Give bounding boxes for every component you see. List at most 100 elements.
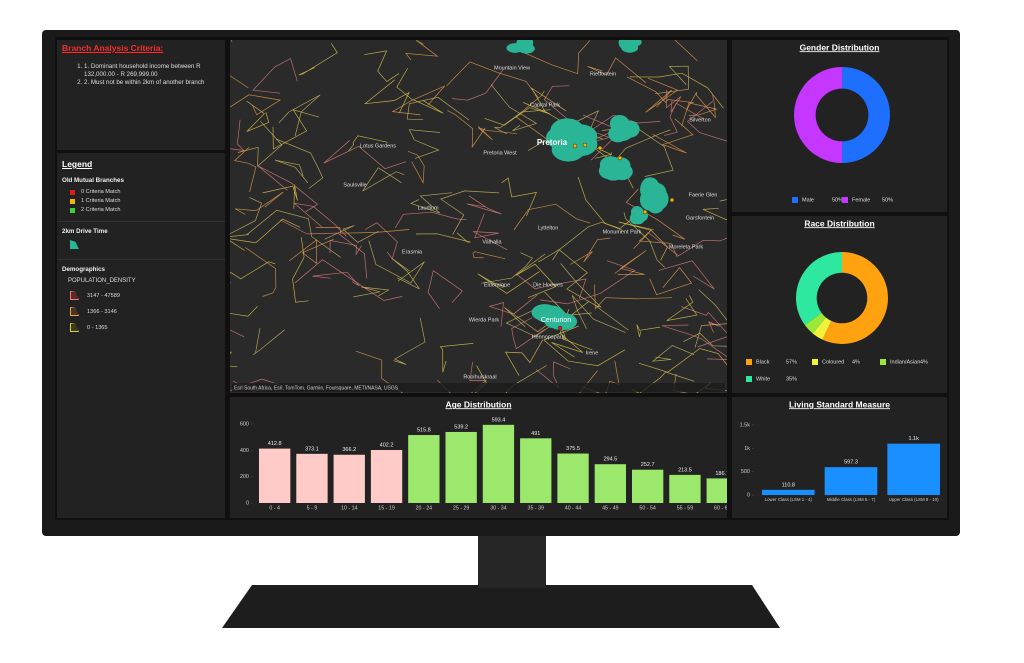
x-tick-label: 45 - 49	[602, 505, 619, 511]
road	[490, 84, 538, 132]
criteria-item: 1. Dominant household income between R 1…	[84, 63, 220, 79]
road	[437, 361, 488, 393]
drive-time-area	[516, 40, 534, 48]
road	[636, 324, 661, 338]
bar	[333, 454, 365, 503]
road	[488, 294, 538, 327]
road	[552, 249, 599, 308]
legend-label: Indian/Asian	[890, 359, 920, 365]
road	[515, 253, 557, 299]
criteria-title: Branch Analysis Criteria:	[62, 43, 164, 53]
branch-marker	[642, 209, 648, 215]
map-label: Faerie Glen	[689, 192, 718, 198]
x-tick-label: 55 - 59	[677, 505, 694, 511]
road	[649, 267, 693, 296]
donut-slice	[842, 67, 890, 163]
legend-value: 4%	[852, 359, 860, 365]
attribution-bar	[232, 383, 725, 392]
road	[477, 271, 540, 294]
road	[396, 67, 444, 114]
map-label: Pretoria	[537, 138, 568, 147]
x-tick-label: 30 - 34	[490, 505, 507, 511]
road	[348, 135, 388, 152]
road	[230, 305, 258, 317]
road	[230, 351, 238, 368]
road	[233, 146, 257, 193]
legend-value: 57%	[786, 359, 797, 365]
y-tick-label: 200	[240, 474, 249, 480]
road	[655, 65, 689, 95]
road	[252, 58, 298, 94]
road	[570, 237, 611, 265]
road	[594, 284, 673, 310]
legend-item	[70, 240, 220, 249]
road	[246, 209, 342, 258]
road	[652, 118, 694, 154]
x-tick-label: 15 - 19	[378, 505, 395, 511]
map-label: Mountain View	[494, 65, 530, 71]
legend-item: 0 - 1365	[70, 323, 220, 332]
map-label: Garsfontein	[686, 215, 714, 221]
road	[393, 317, 426, 365]
road	[362, 167, 405, 192]
x-tick-label: 50 - 54	[639, 505, 656, 511]
data-label: 412.8	[268, 441, 282, 447]
road	[665, 89, 682, 113]
legend-group-title: Demographics	[62, 266, 105, 273]
map-label: Hennopspark	[532, 334, 565, 340]
bar	[520, 438, 552, 503]
road	[230, 218, 301, 251]
road	[472, 213, 508, 251]
map-label: Die Hoewes	[533, 282, 563, 288]
legend-group-title: 2km Drive Time	[62, 228, 108, 235]
road	[274, 159, 309, 184]
road	[560, 263, 629, 331]
swatch	[70, 323, 79, 332]
road	[409, 192, 453, 214]
road	[686, 92, 716, 119]
panel	[732, 216, 947, 393]
data-label: 402.2	[380, 442, 394, 448]
data-label: 597.3	[844, 460, 858, 466]
map-label: Valhalla	[482, 239, 502, 245]
drive-time-area	[613, 124, 633, 141]
road	[577, 176, 642, 229]
x-tick-label: 40 - 44	[565, 505, 582, 511]
road	[626, 76, 695, 104]
road	[363, 79, 410, 113]
drive-time-area	[608, 157, 631, 174]
data-label: 213.5	[678, 467, 692, 473]
legend-swatch	[812, 359, 818, 365]
road	[618, 221, 668, 261]
criteria-item: 2. Must not be within 2km of another bra…	[84, 79, 220, 87]
road	[440, 190, 500, 235]
legend-label: Coloured	[822, 359, 844, 365]
road	[513, 203, 591, 231]
bar	[557, 453, 589, 503]
legend-item: 2 Criteria Match	[70, 207, 220, 213]
road	[666, 295, 698, 321]
branch-marker	[669, 197, 675, 203]
road	[394, 211, 467, 228]
chart-title: Age Distribution	[445, 399, 511, 409]
data-label: 1.1k	[908, 436, 919, 442]
legend-item: 1 Criteria Match	[70, 198, 220, 204]
road	[505, 365, 547, 393]
legend-label: 2 Criteria Match	[81, 207, 121, 213]
plot: 412.8 0 - 4 373.1 5 - 9 366.2 10 - 14 402.2 15 …	[258, 417, 727, 511]
map-label: Moreleta Park	[669, 244, 703, 250]
road	[494, 109, 551, 135]
map-label: Irene	[586, 350, 599, 356]
data-label: 110.8	[782, 482, 795, 488]
road	[474, 365, 487, 393]
legend-swatch	[792, 197, 798, 203]
map-label: Lotus Gardens	[360, 143, 396, 149]
criteria-list: 1. Dominant household income between R 1…	[70, 63, 220, 87]
legend-label: 3147 - 47589	[87, 292, 120, 299]
road	[405, 40, 439, 61]
drive-time-area	[550, 313, 578, 330]
chart-title: Gender Distribution	[800, 42, 880, 52]
x-tick-label: 35 - 39	[528, 505, 545, 511]
bar	[669, 474, 701, 503]
